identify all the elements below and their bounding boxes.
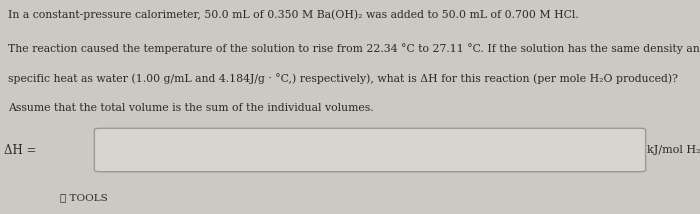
Text: ΔH =: ΔH = [4, 144, 36, 156]
Text: In a constant-pressure calorimeter, 50.0 mL of 0.350 M Ba(OH)₂ was added to 50.0: In a constant-pressure calorimeter, 50.0… [8, 10, 579, 20]
Text: kJ/mol H₂O: kJ/mol H₂O [647, 145, 700, 155]
Text: Assume that the total volume is the sum of the individual volumes.: Assume that the total volume is the sum … [8, 103, 374, 113]
Text: The reaction caused the temperature of the solution to rise from 22.34 °C to 27.: The reaction caused the temperature of t… [8, 43, 700, 54]
Text: ✔ TOOLS: ✔ TOOLS [60, 193, 107, 202]
Text: specific heat as water (1.00 g/mL and 4.184J/g · °C,) respectively), what is ΔH : specific heat as water (1.00 g/mL and 4.… [8, 73, 678, 84]
FancyBboxPatch shape [94, 128, 645, 172]
